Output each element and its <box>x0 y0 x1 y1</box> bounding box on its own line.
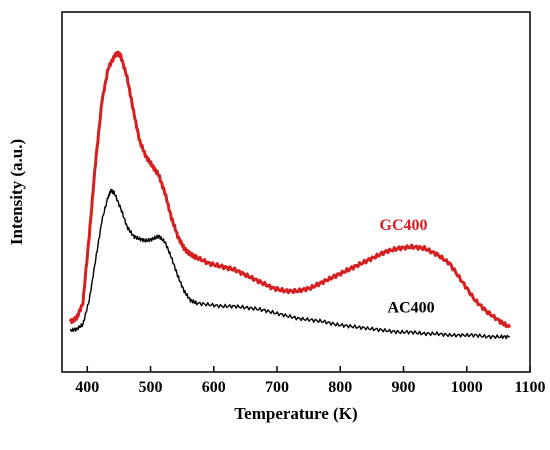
x-tick-label: 900 <box>392 379 416 396</box>
series-layer <box>68 50 512 340</box>
series-labels: GC400 AC400 <box>380 217 435 316</box>
x-tick-label: 600 <box>202 379 226 396</box>
series-line-gc400 <box>68 50 512 329</box>
series-label-ac400: AC400 <box>388 299 435 316</box>
x-axis-title: Temperature (K) <box>234 404 357 423</box>
x-tick-label: 400 <box>75 379 99 396</box>
x-tick-label: 700 <box>265 379 289 396</box>
y-axis-title: Intensity (a.u.) <box>7 139 26 245</box>
x-tick-label: 800 <box>328 379 352 396</box>
series-line-ac400 <box>69 188 510 340</box>
x-ticks: 400 500 600 700 800 900 1000 1100 <box>75 366 546 396</box>
x-tick-label: 1100 <box>514 379 545 396</box>
plot-frame <box>61 11 531 373</box>
x-tick-label: 1000 <box>451 379 483 396</box>
series-label-gc400: GC400 <box>380 217 428 234</box>
x-tick-label: 500 <box>139 379 163 396</box>
